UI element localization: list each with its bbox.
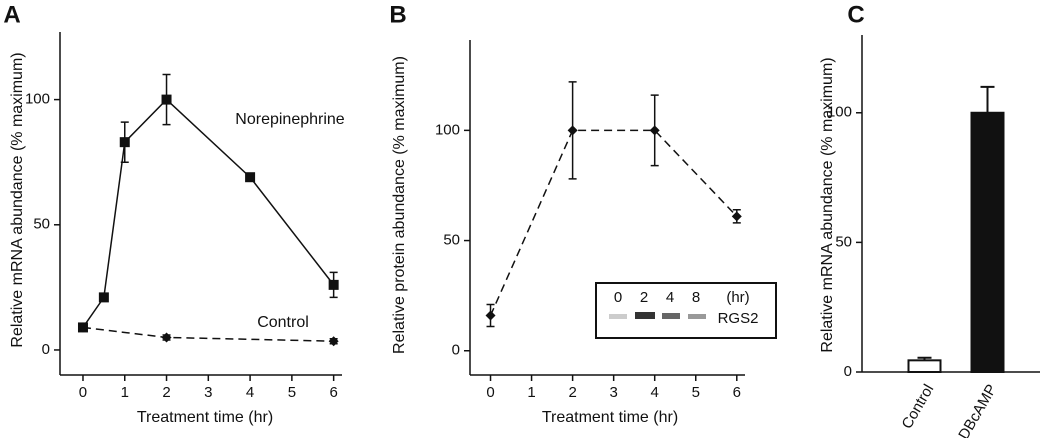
y-tick-label: 100 xyxy=(435,121,460,138)
blot-band xyxy=(609,314,627,319)
x-tick-label: 1 xyxy=(527,384,535,401)
x-tick-label: 5 xyxy=(692,384,700,401)
marker xyxy=(649,125,660,136)
panel-letter: C xyxy=(847,1,864,28)
blot-band xyxy=(662,313,680,319)
x-tick-label: 0 xyxy=(79,384,87,401)
inset-frame xyxy=(595,282,777,339)
y-tick-label: 0 xyxy=(452,342,460,359)
y-tick-label: 0 xyxy=(844,363,852,380)
bar xyxy=(907,359,942,374)
y-tick-label: 50 xyxy=(835,233,852,250)
lane-label: 0 xyxy=(614,289,622,306)
marker xyxy=(567,125,578,136)
marker xyxy=(77,322,88,333)
bar xyxy=(970,111,1005,374)
panel-letter: A xyxy=(3,1,20,28)
error-bar xyxy=(980,85,995,113)
x-axis-label: Treatment time (hr) xyxy=(137,409,273,426)
y-axis-label: Relative protein abundance (% maximum) xyxy=(391,56,408,354)
marker xyxy=(328,279,339,290)
y-tick-label: 100 xyxy=(827,104,852,121)
x-tick-label: 2 xyxy=(162,384,170,401)
marker xyxy=(98,292,109,303)
lane-label: 2 xyxy=(640,289,648,306)
x-tick-label: 0 xyxy=(486,384,494,401)
inset-label: RGS2 xyxy=(718,310,759,327)
x-tick-label: 4 xyxy=(651,384,659,401)
series-line xyxy=(489,129,738,316)
x-tick-label: 3 xyxy=(204,384,212,401)
x-tick-label: 4 xyxy=(246,384,254,401)
y-axis-label: Relative mRNA abundance (% maximum) xyxy=(819,57,836,352)
panel-letter: B xyxy=(389,1,406,28)
x-tick-label: 3 xyxy=(609,384,617,401)
x-tick-label: 2 xyxy=(568,384,576,401)
marker xyxy=(161,332,172,343)
marker xyxy=(731,211,742,222)
marker xyxy=(328,336,339,347)
x-tick-label: DBcAMP xyxy=(955,381,1000,438)
x-tick-label: 5 xyxy=(288,384,296,401)
marker xyxy=(485,310,496,321)
marker xyxy=(161,94,172,105)
y-tick-label: 100 xyxy=(25,91,50,108)
series-label: Control xyxy=(257,314,309,331)
x-tick-label: Control xyxy=(898,381,937,431)
marker xyxy=(119,137,130,148)
y-tick-label: 50 xyxy=(33,216,50,233)
marker xyxy=(245,172,256,183)
x-tick-label: 6 xyxy=(733,384,741,401)
lane-label: 8 xyxy=(692,289,700,306)
y-tick-label: 50 xyxy=(443,232,460,249)
inset-unit: (hr) xyxy=(726,289,749,306)
y-tick-label: 0 xyxy=(42,341,50,358)
x-tick-label: 6 xyxy=(329,384,337,401)
x-axis-label: Treatment time (hr) xyxy=(542,409,678,426)
y-axis-label: Relative mRNA abundance (% maximum) xyxy=(9,52,26,347)
lane-label: 4 xyxy=(666,289,674,306)
x-tick-label: 1 xyxy=(121,384,129,401)
blot-band xyxy=(688,314,706,319)
series-label: Norepinephrine xyxy=(235,111,345,128)
series-line xyxy=(82,98,335,328)
blot-band xyxy=(635,312,655,319)
